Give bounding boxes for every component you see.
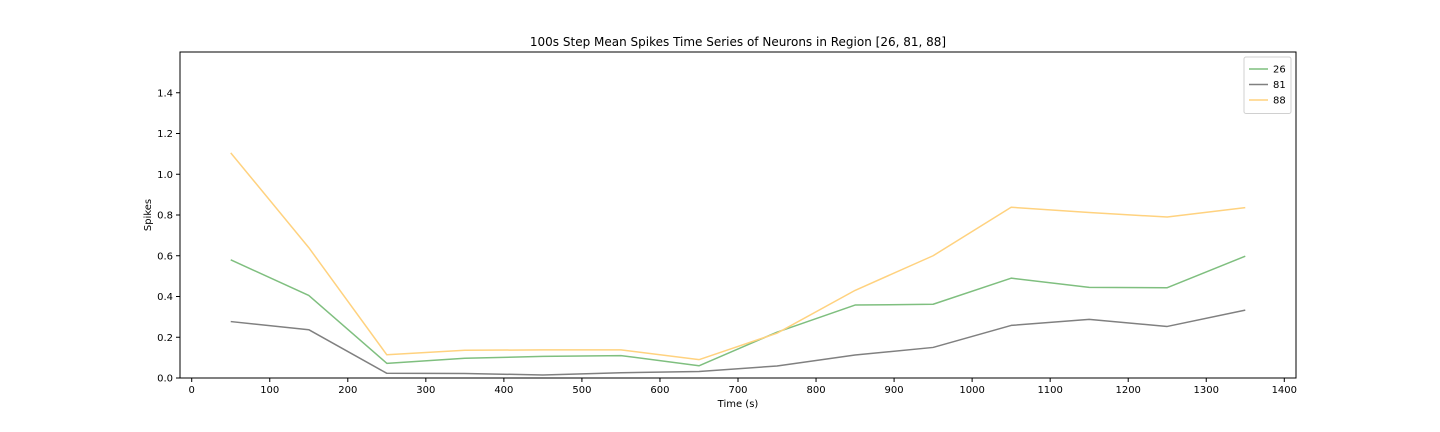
series-line-26: [230, 255, 1246, 367]
y-axis-label: Spikes: [143, 199, 154, 231]
x-tick-label: 900: [885, 385, 904, 396]
y-tick-label: 1.4: [157, 88, 173, 99]
series-layer: [230, 152, 1246, 376]
x-axis: 0 100 200 300 400 500 600 700 800 900 1000 1100 1200…: [189, 378, 1297, 396]
y-tick-label: 0.8: [157, 211, 173, 222]
x-tick-label: 600: [650, 385, 669, 396]
x-tick-label: 500: [572, 385, 591, 396]
x-tick-label: 100: [260, 385, 279, 396]
x-tick-label: 1000: [959, 385, 984, 396]
legend: 26 81 88: [1243, 56, 1292, 114]
series-line-88: [230, 152, 1246, 361]
chart-title: 100s Step Mean Spikes Time Series of Neu…: [530, 35, 946, 49]
x-tick-label: 800: [806, 385, 825, 396]
y-tick-label: 1.0: [157, 170, 173, 181]
y-tick-label: 0.2: [157, 333, 173, 344]
y-tick-label: 0.4: [157, 292, 173, 303]
legend-label-81: 81: [1273, 80, 1286, 91]
y-axis: 0.0 0.2 0.4 0.6 0.8 1.0 1.2 1.4: [157, 88, 180, 385]
x-tick-label: 300: [416, 385, 435, 396]
y-tick-label: 1.2: [157, 129, 173, 140]
series-line-81: [230, 309, 1246, 376]
x-tick-label: 1400: [1272, 385, 1297, 396]
x-tick-label: 400: [494, 385, 513, 396]
x-axis-label: Time (s): [717, 399, 759, 410]
x-tick-label: 1200: [1115, 385, 1140, 396]
y-tick-label: 0.0: [157, 374, 173, 385]
x-tick-label: 200: [338, 385, 357, 396]
legend-label-88: 88: [1273, 96, 1286, 107]
legend-label-26: 26: [1273, 65, 1286, 76]
x-tick-label: 1300: [1194, 385, 1219, 396]
x-tick-label: 0: [189, 385, 195, 396]
x-tick-label: 700: [728, 385, 747, 396]
y-tick-label: 0.6: [157, 251, 173, 262]
x-tick-label: 1100: [1037, 385, 1062, 396]
